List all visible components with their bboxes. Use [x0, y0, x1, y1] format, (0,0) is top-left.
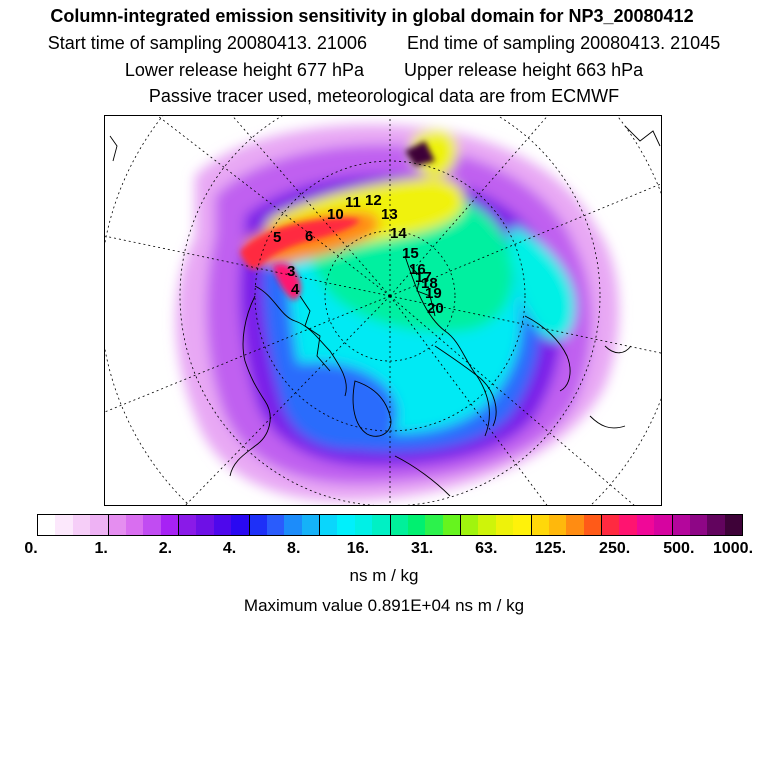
color-swatch	[179, 515, 197, 535]
trajectory-label-20: 20	[427, 300, 444, 317]
color-swatch	[249, 515, 267, 535]
scale-tick-label: 16.	[346, 540, 370, 557]
color-swatch	[531, 515, 549, 535]
color-swatch	[407, 515, 426, 535]
color-swatch	[108, 515, 126, 535]
trajectory-label-12: 12	[365, 192, 382, 209]
color-swatch	[513, 515, 532, 535]
color-swatch	[619, 515, 637, 535]
color-swatch	[461, 515, 479, 535]
units-label: ns m / kg	[349, 566, 419, 585]
color-swatch	[442, 515, 461, 535]
color-swatch	[320, 515, 338, 535]
lower-release-label: Lower release height 677 hPa	[124, 60, 364, 80]
color-swatch	[72, 515, 91, 535]
color-swatch	[213, 515, 232, 535]
scale-tick-label: 4.	[222, 540, 237, 557]
scale-tick-label: 1.	[94, 540, 108, 557]
trajectory-label-6: 6	[305, 228, 313, 245]
scale-tick-label: 2.	[158, 540, 173, 557]
maximum-value-label: Maximum value 0.891E+04 ns m / kg	[243, 596, 525, 615]
color-swatch	[478, 515, 496, 535]
graticule	[105, 116, 661, 505]
trajectory-label-13: 13	[381, 206, 398, 223]
color-swatch	[689, 515, 708, 535]
start-time-label: Start time of sampling 20080413. 21006	[47, 33, 367, 53]
plot-title: Column-integrated emission sensitivity i…	[50, 6, 694, 26]
trajectory-labels: 3 4 5 6 10 11 12 13 14 15 16 17 18 19 20	[273, 192, 444, 317]
trajectory-label-18: 18	[421, 275, 438, 292]
color-scale-ticks: 0. 1. 2. 4. 8. 16. 31. 63. 125. 250. 500. 1000.	[0, 540, 768, 560]
color-swatch	[301, 515, 320, 535]
color-swatch	[602, 515, 620, 535]
color-swatch	[354, 515, 373, 535]
color-swatch	[707, 515, 725, 535]
scale-tick-label: 500.	[663, 540, 695, 557]
color-swatch	[672, 515, 690, 535]
scale-tick-label: 1000.	[712, 540, 754, 557]
color-swatch	[654, 515, 673, 535]
scale-tick-label: 250.	[599, 540, 631, 557]
coastlines	[109, 125, 661, 497]
color-swatch	[143, 515, 161, 535]
trajectory-label-4: 4	[291, 281, 300, 298]
color-swatch	[125, 515, 144, 535]
tracer-info: Passive tracer used, meteorological data…	[148, 86, 620, 106]
color-swatch	[55, 515, 73, 535]
color-swatch	[548, 515, 567, 535]
scale-tick-label: 8.	[287, 540, 301, 557]
release-height-line: Lower release height 677 hPa Upper releas…	[0, 60, 768, 81]
trajectory-label-10: 10	[327, 206, 344, 223]
color-swatch	[90, 515, 109, 535]
scale-tick-label: 0.	[24, 540, 38, 557]
color-swatch	[266, 515, 285, 535]
color-swatch	[38, 515, 56, 535]
trajectory-label-17: 17	[415, 269, 432, 286]
trajectory-band	[240, 141, 435, 300]
trajectory-label-15: 15	[402, 245, 419, 262]
color-swatch	[160, 515, 179, 535]
color-swatch	[724, 515, 742, 535]
trajectory-label-5: 5	[273, 229, 281, 246]
color-swatch	[196, 515, 214, 535]
color-swatch	[566, 515, 584, 535]
map-graphic: 3 4 5 6 10 11 12 13 14 15 16 17 18 19 20	[105, 116, 661, 505]
scale-tick-label: 63.	[475, 540, 498, 557]
color-swatch	[583, 515, 602, 535]
color-swatch	[284, 515, 302, 535]
sensitivity-field	[176, 124, 619, 502]
trajectory-label-11: 11	[345, 194, 361, 211]
color-swatch	[495, 515, 514, 535]
trajectory-label-3: 3	[287, 263, 295, 280]
trajectory-label-14: 14	[390, 225, 407, 242]
scale-tick-label: 31.	[410, 540, 434, 557]
color-swatch	[337, 515, 355, 535]
sampling-time-line: Start time of sampling 20080413. 21006 En…	[0, 33, 768, 54]
trajectory-label-19: 19	[425, 285, 442, 302]
color-scale-bar	[37, 514, 743, 536]
scale-tick-label: 125.	[534, 540, 567, 557]
color-swatch	[372, 515, 391, 535]
trajectory-label-16: 16	[409, 261, 426, 278]
color-swatch	[231, 515, 250, 535]
color-swatch	[390, 515, 408, 535]
color-swatch	[636, 515, 655, 535]
upper-release-label: Upper release height 663 hPa	[404, 60, 644, 80]
sensitivity-map: 3 4 5 6 10 11 12 13 14 15 16 17 18 19 20	[104, 115, 662, 506]
color-swatch	[425, 515, 443, 535]
end-time-label: End time of sampling 20080413. 21045	[406, 33, 721, 53]
